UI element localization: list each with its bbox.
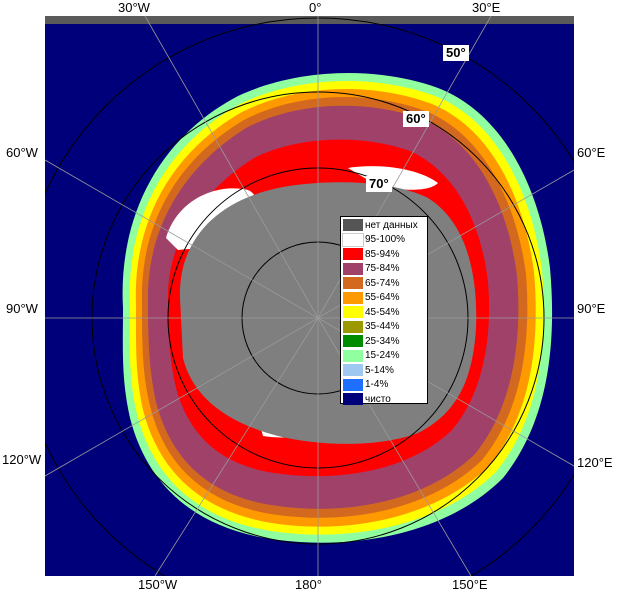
legend-label: 1-4% bbox=[365, 379, 389, 391]
lon-label-60e: 60°E bbox=[577, 145, 606, 160]
lon-label-90w: 90°W bbox=[6, 301, 38, 316]
sea-ice-map bbox=[45, 16, 574, 576]
ice-95-100-east bbox=[348, 166, 438, 190]
legend-label: 15-24% bbox=[365, 350, 400, 362]
legend-item: чисто bbox=[343, 392, 425, 407]
meridian-150w bbox=[154, 317, 319, 576]
lon-label-30e: 30°E bbox=[472, 0, 501, 15]
lat-label-70: 70° bbox=[366, 176, 392, 192]
legend-label: 55-64% bbox=[365, 292, 400, 304]
legend-label: 45-54% bbox=[365, 306, 400, 318]
legend-item: 95-100% bbox=[342, 232, 425, 248]
legend-label: 65-74% bbox=[365, 277, 400, 289]
lon-label-180: 180° bbox=[295, 577, 322, 592]
legend-label: чисто bbox=[365, 393, 391, 405]
legend-label: нет данных bbox=[365, 219, 418, 231]
top-border-band bbox=[45, 16, 574, 24]
lon-label-60w: 60°W bbox=[6, 145, 38, 160]
legend-item: 35-44% bbox=[343, 320, 425, 335]
legend-item: 55-64% bbox=[343, 291, 425, 306]
legend-swatch bbox=[343, 248, 363, 261]
legend-swatch bbox=[343, 393, 363, 406]
legend-item: 65-74% bbox=[343, 276, 425, 291]
meridian-60w bbox=[45, 159, 319, 319]
legend-item: 1-4% bbox=[343, 378, 425, 393]
legend-swatch bbox=[343, 378, 363, 391]
map-canvas bbox=[45, 16, 574, 576]
lon-label-150e: 150°E bbox=[452, 577, 488, 592]
lon-label-30w: 30°W bbox=[118, 0, 150, 15]
ice-zones bbox=[122, 73, 553, 543]
legend-swatch bbox=[343, 349, 363, 362]
lon-label-90e: 90°E bbox=[577, 301, 606, 316]
legend-item: нет данных bbox=[343, 218, 425, 233]
legend-item: 75-84% bbox=[343, 262, 425, 277]
legend-label: 85-94% bbox=[365, 248, 400, 260]
legend-label: 35-44% bbox=[365, 321, 400, 333]
color-legend: нет данных 95-100% 85-94% 75-84% 65-74% 55-64… bbox=[340, 216, 428, 407]
legend-item: 5-14% bbox=[343, 363, 425, 378]
legend-swatch bbox=[342, 232, 364, 247]
antarctica-land bbox=[179, 182, 477, 444]
legend-swatch bbox=[343, 262, 363, 275]
meridian-120w bbox=[45, 317, 319, 477]
lon-label-150w: 150°W bbox=[138, 577, 178, 592]
legend-item: 15-24% bbox=[343, 349, 425, 364]
legend-swatch bbox=[343, 364, 363, 377]
lon-label-0: 0° bbox=[309, 0, 322, 15]
legend-swatch bbox=[343, 306, 363, 319]
legend-label: 95-100% bbox=[365, 234, 406, 246]
lat-label-50: 50° bbox=[443, 45, 469, 61]
legend-label: 25-34% bbox=[365, 335, 400, 347]
legend-swatch bbox=[343, 219, 363, 232]
legend-label: 5-14% bbox=[365, 364, 394, 376]
legend-label: 75-84% bbox=[365, 263, 400, 275]
legend-item: 45-54% bbox=[343, 305, 425, 320]
legend-swatch bbox=[343, 277, 363, 290]
legend-item: 25-34% bbox=[343, 334, 425, 349]
lon-label-120e: 120°E bbox=[577, 455, 613, 470]
lon-label-120w: 120°W bbox=[2, 452, 42, 467]
legend-swatch bbox=[343, 335, 363, 348]
legend-swatch bbox=[343, 291, 363, 304]
meridian-30w bbox=[144, 16, 319, 319]
legend-item: 85-94% bbox=[343, 247, 425, 262]
legend-swatch bbox=[343, 320, 363, 333]
lat-label-60: 60° bbox=[403, 111, 429, 127]
